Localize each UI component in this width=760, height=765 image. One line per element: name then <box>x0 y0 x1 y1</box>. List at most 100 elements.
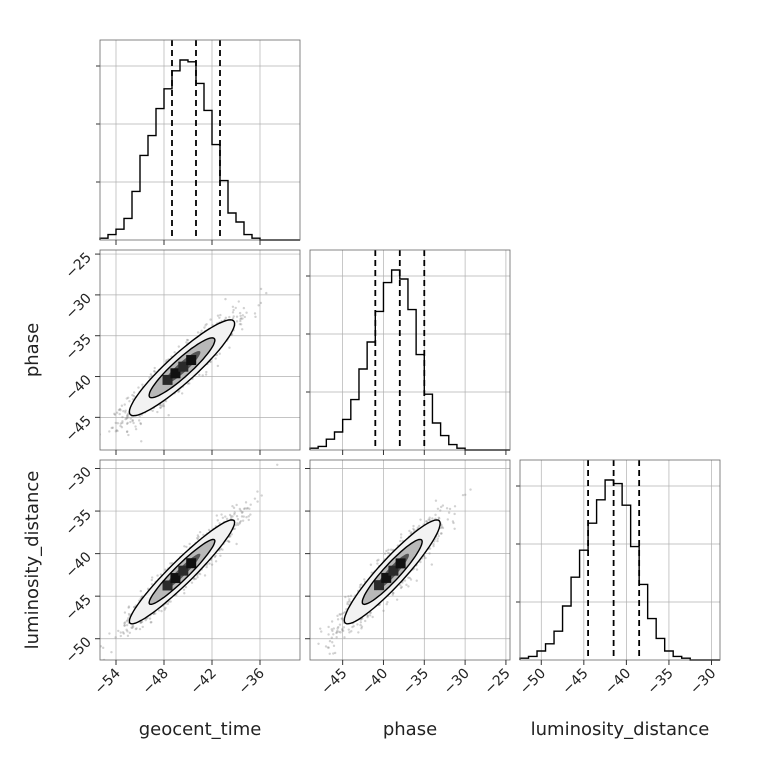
scatter-point <box>440 523 443 527</box>
scatter-point <box>132 625 135 628</box>
scatter-point <box>386 600 389 604</box>
scatter-point <box>242 306 246 310</box>
scatter-point <box>453 527 456 531</box>
scatter-point <box>204 373 208 376</box>
scatter-point <box>441 504 445 507</box>
scatter-point <box>328 652 331 656</box>
scatter-point <box>391 591 395 595</box>
scatter-point <box>228 540 231 543</box>
scatter-point <box>225 517 229 521</box>
contour-line-outer <box>128 319 236 417</box>
y-tick-label: −30 <box>63 290 95 322</box>
scatter-point <box>188 542 191 546</box>
scatter-point <box>428 547 432 550</box>
scatter-point <box>248 507 251 511</box>
scatter-point <box>228 513 232 517</box>
scatter-point <box>220 513 223 516</box>
density-block <box>186 355 197 366</box>
y-axis-label-luminosity_distance: luminosity_distance <box>22 471 43 650</box>
scatter-point <box>440 525 444 529</box>
scatter-point <box>221 548 224 551</box>
scatter-point <box>464 493 467 496</box>
panel-border <box>99 459 301 661</box>
scatter-point <box>369 563 373 566</box>
scatter-point <box>131 419 134 423</box>
scatter-point <box>75 451 77 453</box>
scatter-point <box>399 584 402 587</box>
scatter-point <box>125 620 129 623</box>
scatter-point <box>219 313 222 317</box>
scatter-point <box>139 621 142 625</box>
x-tick-label: −30 <box>441 666 473 698</box>
scatter-point <box>330 636 334 639</box>
scatter-point <box>132 394 136 398</box>
scatter-point <box>311 660 313 662</box>
scatter-point <box>216 364 220 368</box>
scatter-point <box>150 620 153 624</box>
scatter-point <box>183 592 186 595</box>
scatter-point <box>226 539 229 543</box>
scatter-point <box>446 518 449 521</box>
scatter-point <box>139 422 143 426</box>
scatter-point <box>368 614 372 617</box>
scatter-point <box>339 613 342 616</box>
scatter-point <box>215 353 219 357</box>
scatter-point <box>121 420 124 423</box>
x-tick-label: −50 <box>517 666 549 698</box>
scatter-point <box>342 626 346 629</box>
panel-luminosity_distance-vs-phase: −45 −40 −35 −30 −25 <box>305 459 514 698</box>
scatter-point <box>119 634 122 638</box>
scatter-point <box>219 554 222 557</box>
scatter-point <box>138 627 142 631</box>
scatter-point <box>139 589 143 593</box>
scatter-point <box>341 629 345 633</box>
scatter-point <box>190 581 194 584</box>
scatter-point <box>428 516 431 519</box>
x-axis-label-geocent_time: geocent_time <box>139 719 262 740</box>
contour-line-mid <box>361 538 423 606</box>
scatter-point <box>249 513 252 516</box>
scatter-point <box>340 617 344 620</box>
scatter-point <box>341 627 344 631</box>
scatter-point <box>382 609 385 612</box>
scatter-point <box>352 624 355 628</box>
scatter-point <box>265 291 268 295</box>
scatter-point <box>349 594 353 598</box>
scatter-point <box>336 618 340 621</box>
scatter-point <box>259 287 263 291</box>
scatter-point <box>162 404 166 408</box>
scatter-point <box>359 583 362 587</box>
scatter-point <box>410 531 413 534</box>
scatter-point <box>213 555 217 559</box>
scatter-point <box>131 626 134 630</box>
scatter-point <box>96 457 98 459</box>
scatter-point <box>445 507 449 510</box>
scatter-point <box>327 633 330 636</box>
scatter-point <box>119 631 122 634</box>
scatter-point <box>233 527 237 531</box>
scatter-point <box>198 572 202 576</box>
scatter-point <box>173 351 176 354</box>
scatter-point <box>335 631 338 635</box>
scatter-point <box>425 520 429 523</box>
scatter-point <box>238 322 242 326</box>
scatter-point <box>125 417 128 420</box>
scatter-point <box>239 317 243 320</box>
scatter-point <box>137 386 140 389</box>
scatter-point <box>125 416 129 420</box>
scatter-point <box>198 373 201 377</box>
scatter-point <box>115 429 118 432</box>
panel-border <box>309 459 511 661</box>
scatter-point <box>167 414 170 417</box>
scatter-point <box>427 518 430 521</box>
scatter-point <box>428 518 431 522</box>
scatter-point <box>419 518 422 521</box>
scatter-point <box>346 601 349 604</box>
scatter-point <box>224 515 227 518</box>
scatter-point <box>432 544 435 548</box>
scatter-point <box>120 404 124 407</box>
scatter-point <box>240 511 244 514</box>
scatter-point <box>127 416 130 419</box>
